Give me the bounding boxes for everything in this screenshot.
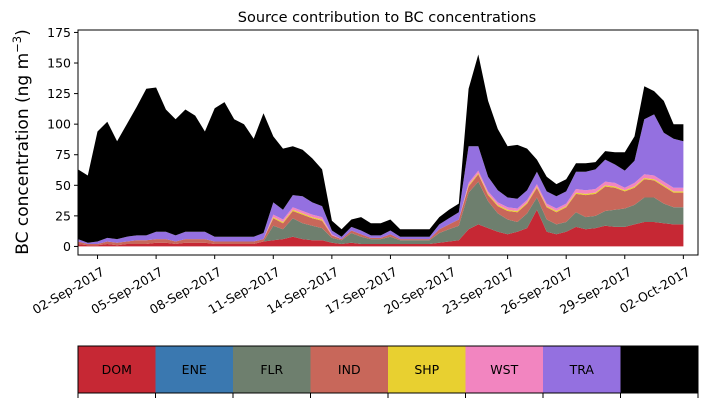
y-axis-label: BC concentration (ng m−3) xyxy=(10,29,33,255)
y-tick-label: 125 xyxy=(47,86,71,101)
chart-title: Source contribution to BC concentrations xyxy=(238,10,536,26)
y-tick-label: 25 xyxy=(55,208,71,223)
legend-swatch-bb xyxy=(620,346,699,393)
y-tick-label: 75 xyxy=(55,147,71,162)
y-axis-label-main: BC concentration (ng m xyxy=(13,53,33,255)
legend-swatch-tra xyxy=(543,346,621,393)
legend-swatch-ind xyxy=(310,346,389,393)
legend-swatch-ene xyxy=(155,346,234,393)
area-wst xyxy=(78,170,684,244)
y-tick-label: 175 xyxy=(47,25,71,40)
legend-label-ind: IND xyxy=(338,362,361,377)
y-axis-label-exponent: −3 xyxy=(10,36,24,53)
plot-frame xyxy=(77,29,699,256)
legend-label-flr: FLR xyxy=(260,362,283,377)
area-layers xyxy=(78,54,684,247)
y-axis: 0 25 50 75 100 125 150 175 xyxy=(47,25,78,254)
y-tick-label: 100 xyxy=(47,117,71,132)
area-ind xyxy=(78,174,684,246)
y-tick-label: 50 xyxy=(55,178,71,193)
y-axis-label-close: ) xyxy=(13,29,33,36)
x-axis: 02-Sep-201705-Sep-201708-Sep-201711-Sep-… xyxy=(30,255,693,317)
colorbar-legend: DOM ENE FLR IND SHP WST TRA BB xyxy=(77,345,699,398)
legend-label-dom: DOM xyxy=(102,362,132,377)
legend-label-wst: WST xyxy=(490,362,518,377)
area-dom xyxy=(78,209,684,247)
legend-swatch-flr xyxy=(233,346,311,393)
y-tick-label: 0 xyxy=(63,239,71,254)
legend-swatch-wst xyxy=(465,346,544,393)
y-tick-label: 150 xyxy=(47,56,71,71)
area-shp xyxy=(78,173,684,244)
legend-label-bb: BB xyxy=(651,362,668,377)
legend-label-tra: TRA xyxy=(569,362,595,377)
legend-swatch-dom xyxy=(78,346,156,393)
legend-label-ene: ENE xyxy=(182,362,207,377)
legend-swatch-shp xyxy=(388,346,466,393)
legend-label-shp: SHP xyxy=(414,362,439,377)
area-bb xyxy=(78,54,684,243)
